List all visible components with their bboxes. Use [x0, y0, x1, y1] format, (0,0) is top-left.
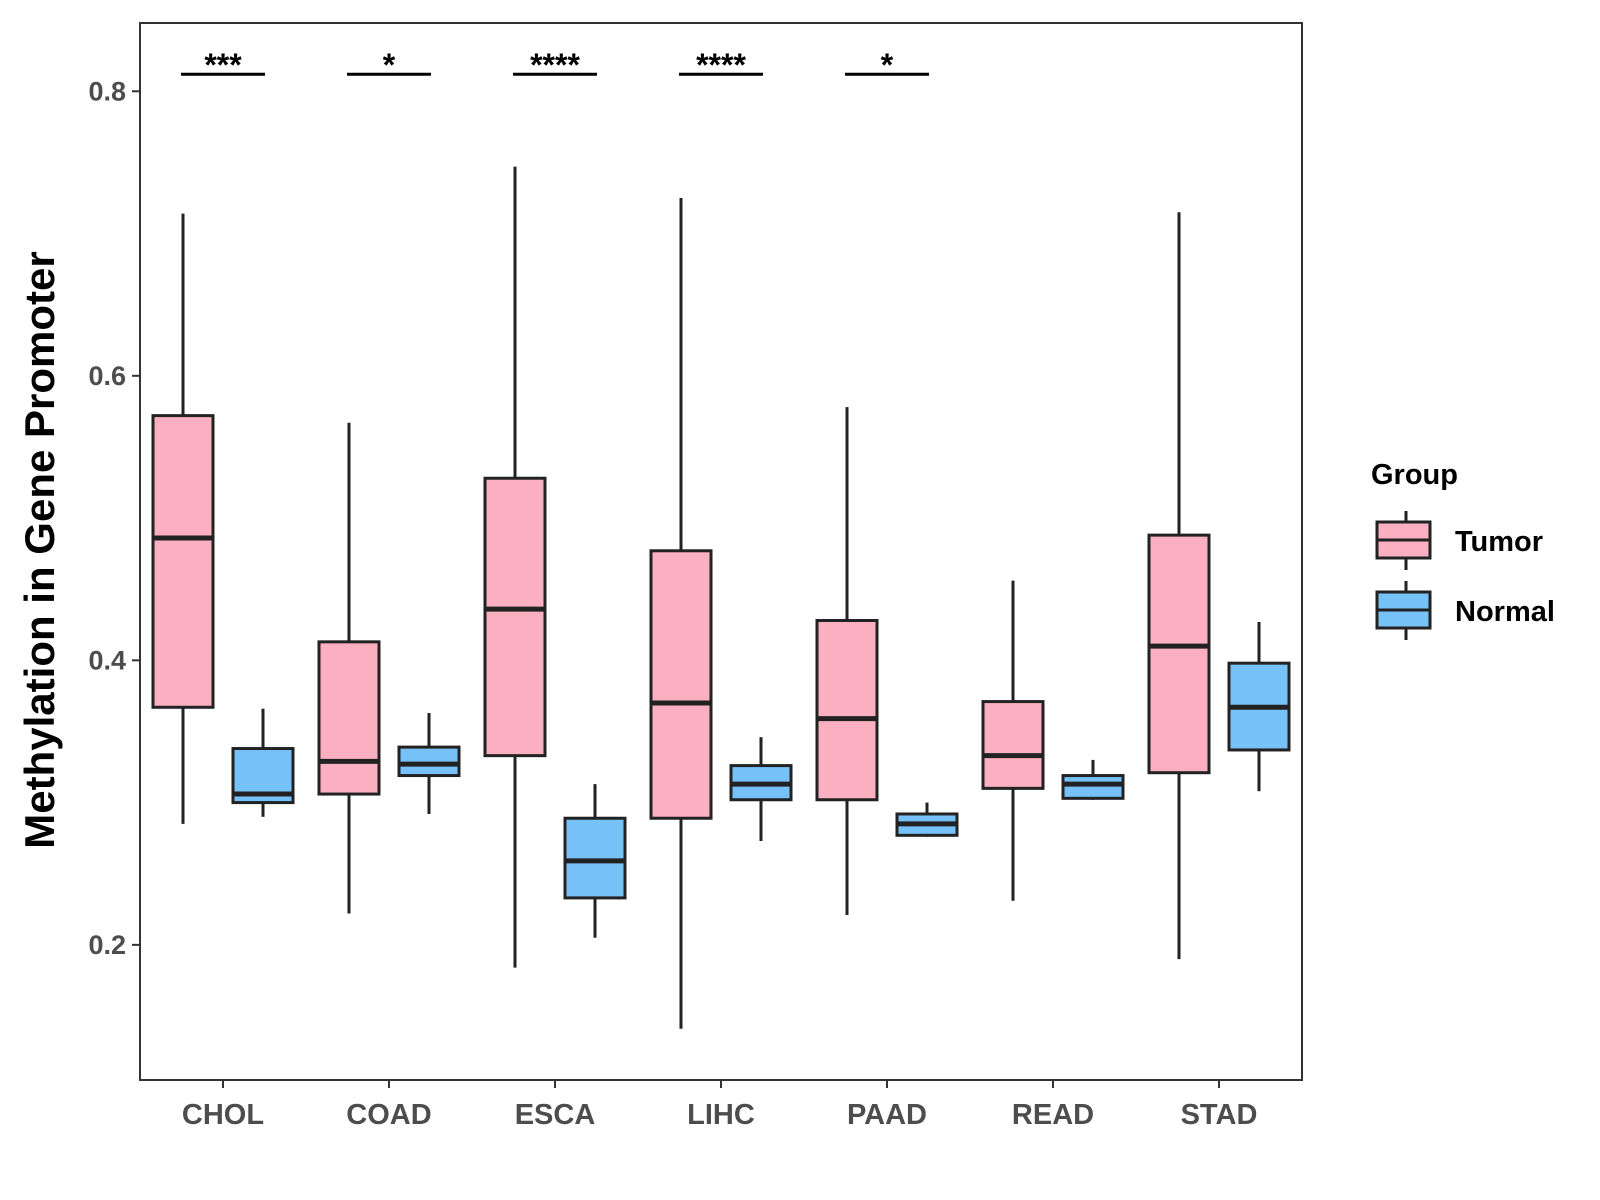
significance-label-esca: **** [530, 47, 580, 83]
y-tick-label-0.2: 0.2 [88, 930, 126, 960]
box-tumor-lihc [649, 549, 713, 820]
box-tumor-chol [151, 414, 215, 709]
box-normal-coad [397, 745, 461, 778]
x-tick-label-paad: PAAD [847, 1099, 927, 1131]
x-axis: CHOL COAD ESCA LIHC PAAD READ STAD [182, 1080, 1257, 1131]
y-tick-label-0.6: 0.6 [88, 361, 126, 391]
box-tumor-paad [815, 618, 879, 802]
significance-label-lihc: **** [696, 47, 746, 83]
legend-label-tumor: Tumor [1455, 526, 1543, 558]
legend: Group Tumor Normal [1371, 459, 1555, 640]
x-tick-label-read: READ [1012, 1099, 1094, 1131]
y-tick-label-0.4: 0.4 [88, 645, 126, 675]
series-tumor [151, 166, 1211, 1029]
x-tick-label-esca: ESCA [515, 1099, 596, 1131]
box-tumor-coad [317, 640, 381, 796]
y-tick-label-0.8: 0.8 [88, 76, 126, 106]
chart-marks: *** * **** **** * [151, 47, 1291, 1029]
box-tumor-esca [483, 476, 547, 758]
legend-title: Group [1371, 459, 1458, 491]
legend-item-tumor: Tumor [1375, 511, 1543, 570]
legend-label-normal: Normal [1455, 596, 1555, 628]
x-tick-label-lihc: LIHC [687, 1099, 755, 1131]
x-tick-label-chol: CHOL [182, 1099, 264, 1131]
x-tick-label-stad: STAD [1181, 1099, 1258, 1131]
series-normal [231, 621, 1291, 938]
significance-annotations: *** * **** **** * [181, 47, 929, 83]
y-axis: 0.2 0.4 0.6 0.8 [88, 76, 140, 960]
legend-item-normal: Normal [1375, 581, 1555, 640]
significance-label-paad: * [881, 47, 894, 83]
x-tick-label-coad: COAD [346, 1099, 431, 1131]
box-tumor-stad [1147, 533, 1211, 775]
box-normal-esca [563, 816, 627, 900]
box-normal-read [1061, 774, 1125, 800]
significance-label-coad: * [383, 47, 396, 83]
y-axis-title: Methylation in Gene Promoter [16, 251, 63, 848]
box-tumor-read [981, 700, 1045, 790]
significance-label-chol: *** [204, 47, 242, 83]
